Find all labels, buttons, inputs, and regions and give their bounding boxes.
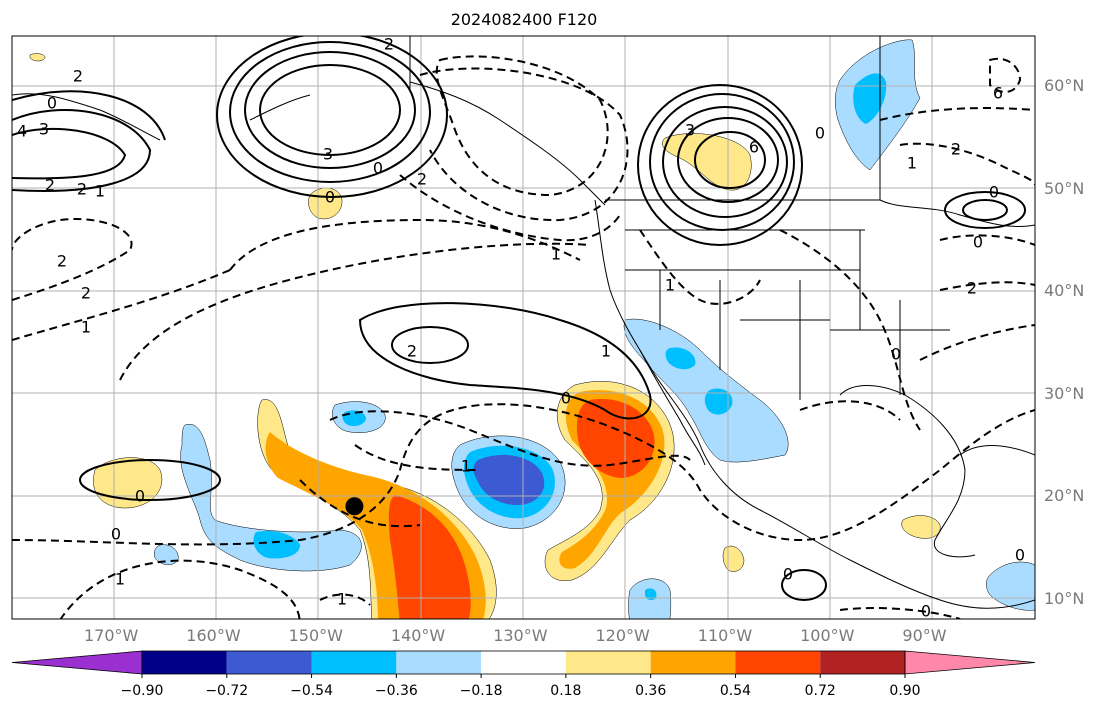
contour-label: 2 — [967, 279, 977, 298]
contour-label: 1 — [665, 276, 675, 295]
colorbar-extend-min — [11, 650, 143, 675]
contour-label: 0 — [1015, 546, 1025, 565]
lat-tick-label: 50°N — [1044, 178, 1085, 198]
dashed-contours — [12, 55, 1035, 619]
contour-label: 2 — [73, 67, 83, 86]
contours — [12, 36, 1026, 601]
colorbar-tick-label: 0.36 — [635, 683, 667, 699]
contour-label: 0 — [135, 487, 145, 506]
lon-tick-label: 120°W — [595, 626, 650, 645]
colorbar — [11, 650, 1036, 678]
lat-tick-label: 40°N — [1044, 281, 1085, 300]
contour-label: 0 — [325, 188, 335, 207]
colorbar-segment — [565, 651, 651, 674]
colorbar-segment — [311, 651, 397, 674]
contour-label: 0 — [561, 389, 571, 408]
map-title: 2024082400 F120 — [450, 10, 598, 29]
colorbar-outline — [141, 650, 906, 675]
lat-tick-label: 10°N — [1044, 588, 1085, 608]
contour-label: 0 — [921, 602, 931, 621]
colorbar-tick-label: −0.72 — [205, 683, 249, 699]
contour-label: 1 — [81, 318, 91, 337]
contour-label: 2 — [417, 170, 427, 189]
contour-label: 0 — [815, 124, 825, 143]
contour-label: 1 — [601, 342, 611, 361]
contour-label: 0 — [989, 183, 999, 202]
contour-label: 2 — [951, 140, 961, 159]
contour-label: 0 — [373, 159, 383, 178]
contour-label: 3 — [685, 121, 695, 140]
contour-label: 3 — [39, 120, 49, 139]
colorbar-segment — [481, 651, 566, 674]
colorbar-tick-label: −0.36 — [374, 683, 418, 699]
contour-label: 1 — [337, 590, 347, 609]
contour-label: 1 — [551, 245, 561, 264]
lon-tick-label: 110°W — [697, 626, 753, 645]
contour-label: 6 — [749, 138, 759, 157]
colorbar-segment — [735, 651, 821, 674]
lon-tick-label: 170°W — [84, 626, 139, 645]
contour-label: 0 — [973, 233, 983, 252]
contour-label: 6 — [993, 84, 1003, 103]
contour-label: 2 — [45, 176, 55, 195]
colorbar-segment — [396, 651, 482, 674]
colorbar-segment — [226, 651, 312, 674]
colorbar-tick-label: 0.54 — [719, 683, 752, 699]
colorbar-tick-label: 0.90 — [889, 683, 921, 699]
contour-label: 1 — [115, 570, 125, 589]
colorbar-tick-label: −0.54 — [290, 683, 333, 699]
storm-position-marker — [345, 497, 364, 516]
graticule — [12, 36, 1035, 619]
lat-tick-label: 30°N — [1044, 383, 1085, 403]
lon-tick-label: 90°W — [902, 626, 947, 645]
contour-label: 0 — [111, 525, 121, 544]
contour-label: 1 — [95, 182, 105, 201]
colorbar-segment — [650, 651, 736, 674]
contour-label: 1 — [461, 457, 471, 476]
colorbar-tick-label: −0.90 — [120, 683, 164, 699]
colorbar-tick-label: 0.18 — [550, 683, 582, 699]
contour-label: 2 — [77, 180, 87, 199]
contour-label: 2 — [81, 284, 91, 303]
lon-tick-label: 140°W — [390, 626, 446, 645]
contour-label: 2 — [57, 252, 67, 271]
contour-label: 0 — [783, 565, 793, 584]
contour-label: 3 — [323, 145, 333, 164]
lon-tick-label: 100°W — [800, 626, 855, 645]
contour-label: 0 — [47, 94, 57, 113]
contour-label: 4 — [17, 122, 27, 141]
lat-tick-label: 60°N — [1044, 76, 1085, 95]
coastlines — [12, 36, 1035, 609]
lon-tick-label: 160°W — [186, 626, 241, 645]
lat-tick-label: 20°N — [1044, 486, 1085, 505]
contour-label: 0 — [891, 345, 901, 364]
contour-label: 2 — [407, 342, 417, 361]
contour-label: 2 — [384, 35, 394, 54]
colorbar-tick-label: 0.72 — [804, 683, 836, 699]
colorbar-extend-max — [904, 650, 1036, 675]
colorbar-tick-label: −0.18 — [459, 683, 503, 699]
contour-label: 1 — [907, 154, 917, 173]
colorbar-segment — [142, 651, 227, 674]
lon-tick-label: 130°W — [493, 626, 548, 645]
colorbar-segment — [820, 651, 905, 674]
lon-tick-label: 150°W — [288, 626, 343, 645]
